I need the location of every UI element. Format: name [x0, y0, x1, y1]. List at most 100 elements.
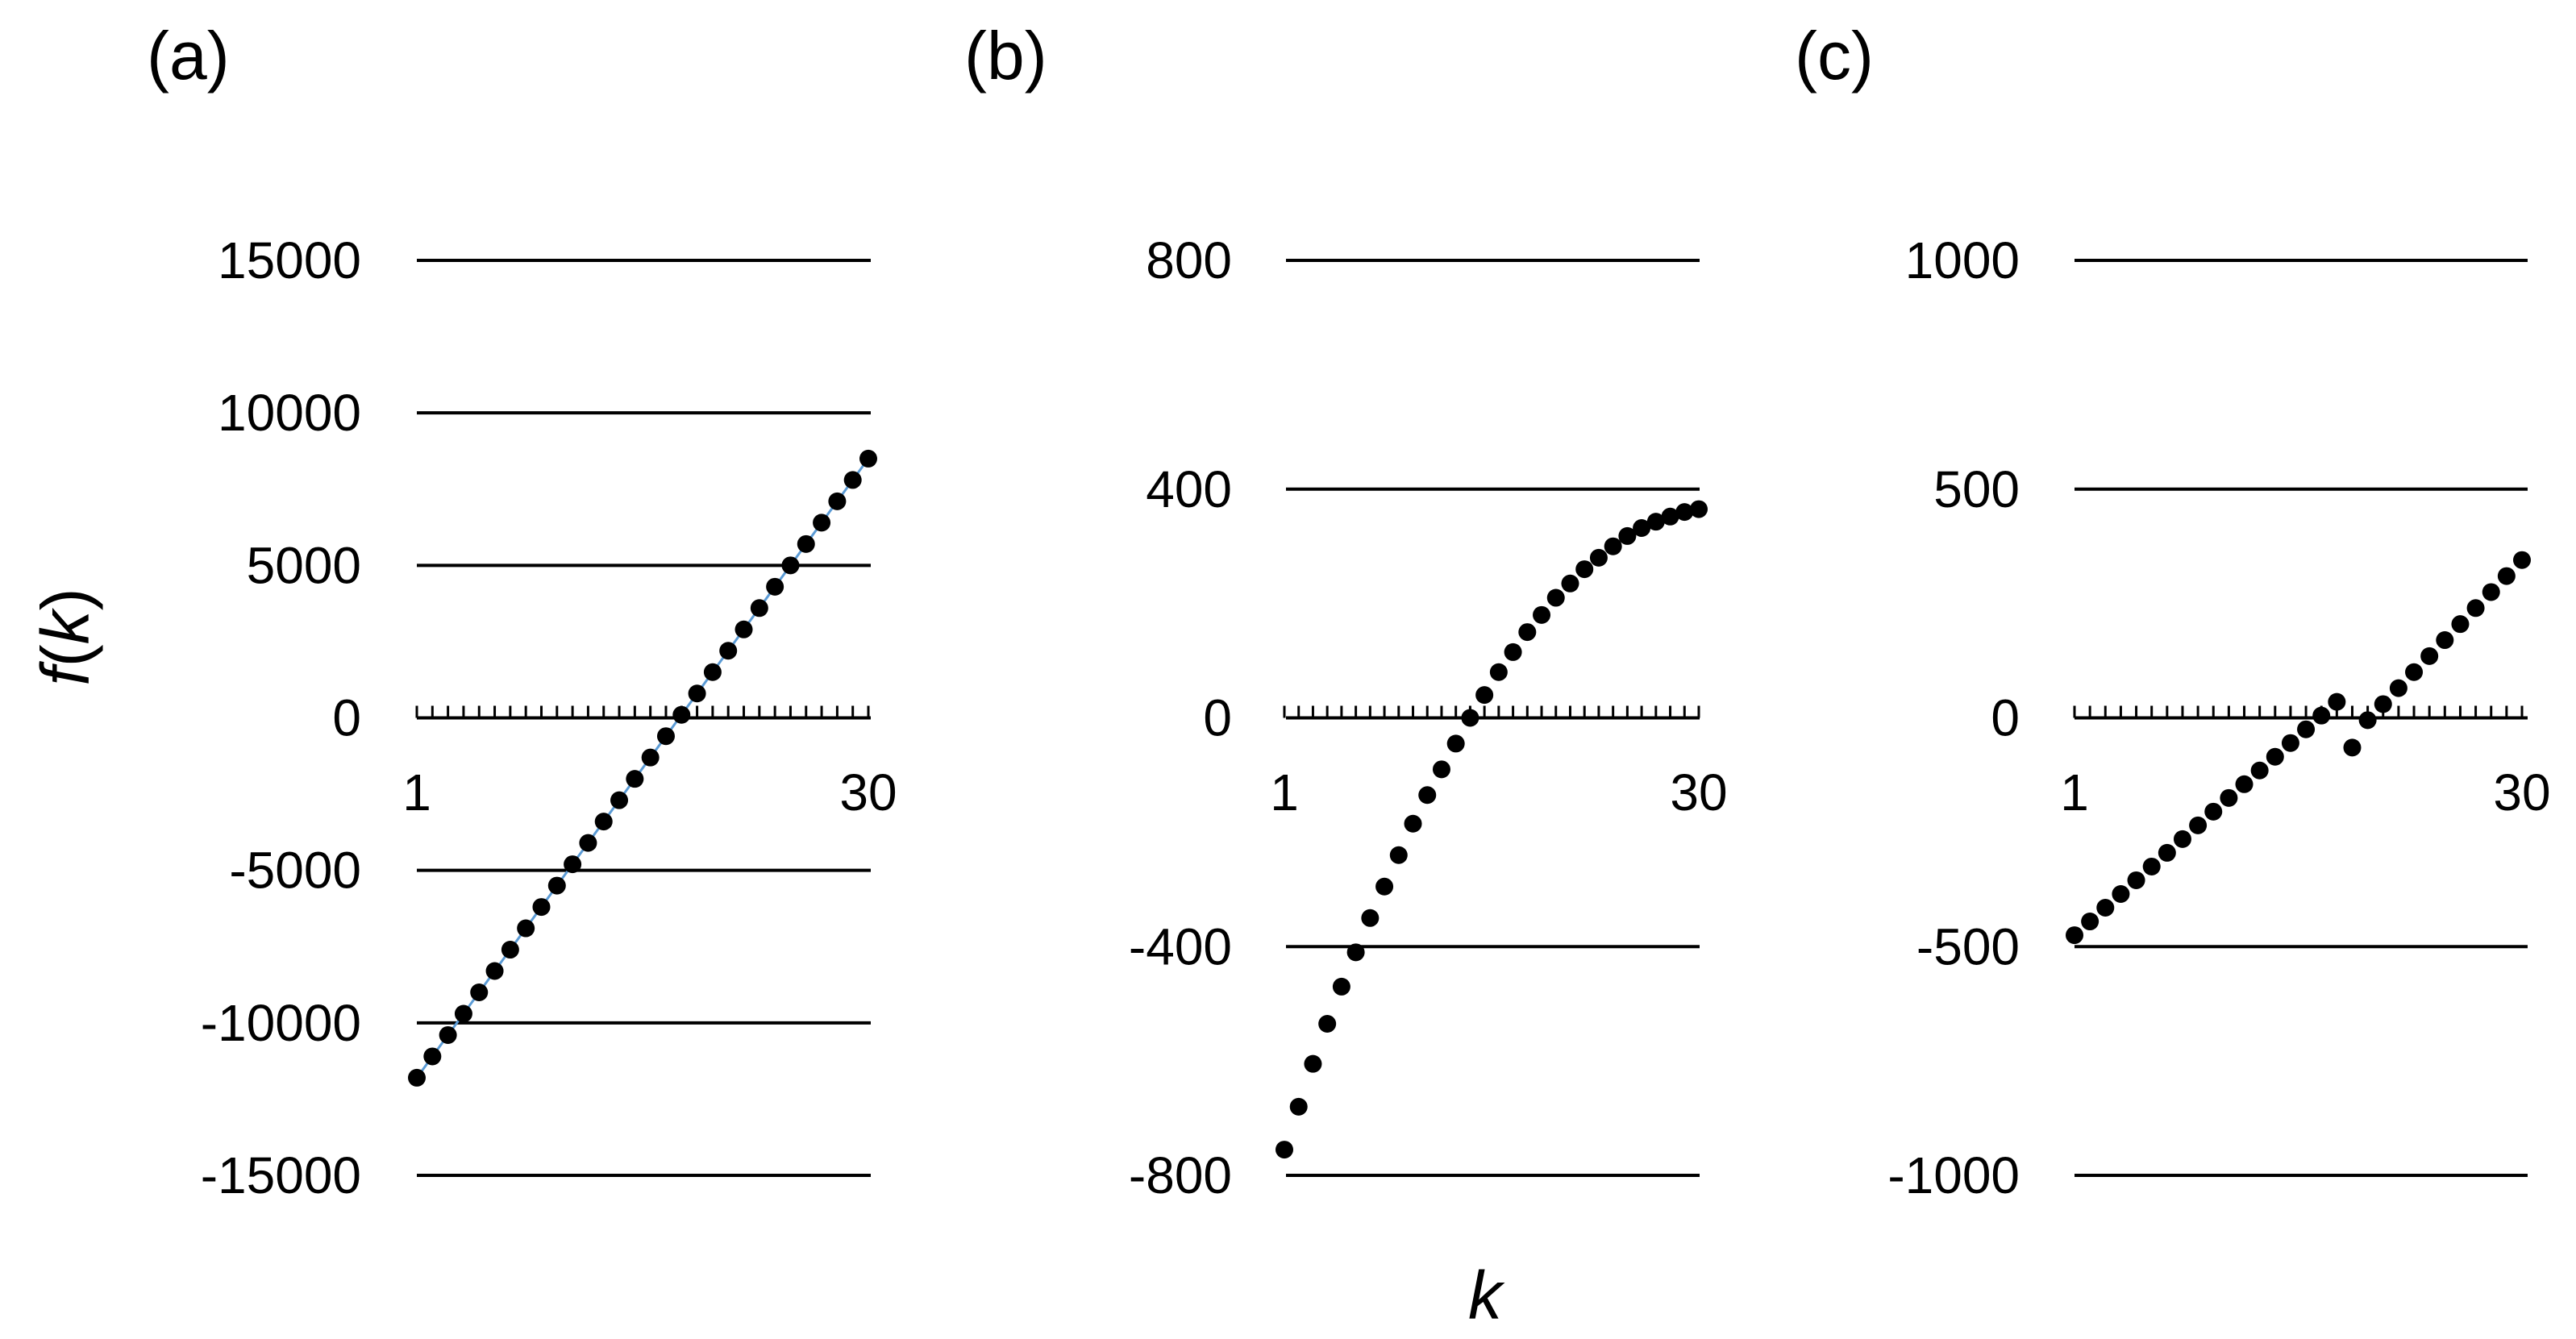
panel-a-label: (a)	[147, 18, 230, 94]
panel-a-data-point	[672, 705, 691, 724]
panel-b-data-point	[1504, 642, 1522, 661]
panel-b-data-point	[1518, 623, 1537, 642]
panel-c-x-tick-label-first: 1	[2060, 763, 2089, 821]
panel-b-data-point	[1432, 760, 1450, 779]
panel-c-y-tick-label: 1000	[1905, 231, 2020, 289]
panel-c-data-point	[2482, 583, 2500, 601]
panel-c-label: (c)	[1795, 18, 1874, 94]
panel-c-data-point	[2096, 899, 2115, 917]
panel-b-data-point	[1533, 605, 1551, 624]
panel-a-points	[408, 449, 877, 1087]
panel-a-data-point	[517, 919, 535, 938]
panel-c-data-point	[2328, 692, 2346, 711]
panel-a-data-point	[470, 983, 489, 1001]
panel-b-data-point	[1289, 1097, 1308, 1116]
panel-c-data-point	[2250, 761, 2269, 780]
x-axis-title: k	[1468, 1258, 1505, 1333]
panel-a-data-point	[501, 941, 519, 959]
panel-a-data-point	[564, 855, 582, 874]
panel-c-y-tick-label: 500	[1933, 460, 2020, 518]
panel-a-y-tick-label: -15000	[201, 1146, 361, 1204]
panel-a-data-point	[408, 1068, 426, 1087]
panel-c: (c) 1000 500 0 -500 -1000 1 30	[1795, 18, 2551, 1204]
panel-b-x-tick-label-first: 1	[1270, 763, 1299, 821]
panel-b: (b) 800 400 0 -400 -800 1 30	[964, 18, 1728, 1204]
panel-a-y-tick-labels: 15000 10000 5000 0 -5000 -10000 -15000	[201, 231, 361, 1204]
panel-b-data-point	[1418, 786, 1437, 805]
panel-a-trend-line-path	[415, 458, 870, 1079]
panel-c-data-point	[2466, 599, 2485, 618]
panel-a-data-point	[626, 770, 644, 788]
panel-c-data-point	[2266, 747, 2284, 766]
panel-a-data-point	[859, 449, 877, 468]
panel-b-x-axis	[1283, 705, 1700, 720]
panel-c-gridlines	[2075, 259, 2528, 1177]
panel-c-x-axis	[2073, 705, 2528, 720]
panel-a-x-axis	[415, 705, 871, 720]
panel-a-data-point	[828, 492, 847, 510]
panel-c-data-point	[2405, 663, 2424, 681]
panel-b-points	[1276, 500, 1708, 1159]
panel-a-y-tick-label: -10000	[201, 994, 361, 1052]
panel-a-data-point	[485, 962, 504, 980]
panel-c-data-point	[2142, 857, 2161, 875]
panel-c-data-point	[2297, 720, 2316, 738]
panel-a-data-point	[656, 727, 675, 746]
panel-a-data-point	[843, 471, 862, 489]
panel-c-y-tick-label: 0	[1991, 689, 2020, 747]
panel-b-data-point	[1361, 909, 1380, 927]
panel-c-y-tick-labels: 1000 500 0 -500 -1000	[1887, 231, 2020, 1204]
panel-b-data-point	[1404, 814, 1422, 833]
panel-c-data-point	[2189, 816, 2208, 834]
panel-a-y-tick-label: 5000	[247, 536, 361, 594]
panel-c-y-tick-label: -500	[1916, 917, 2020, 975]
panel-a-data-point	[703, 663, 722, 681]
panel-c-data-point	[2066, 926, 2083, 945]
panel-b-data-point	[1489, 663, 1508, 681]
panel-b-data-point	[1461, 709, 1479, 727]
panel-a-x-tick-label-first: 1	[402, 763, 431, 821]
panel-a-data-point	[735, 620, 753, 638]
panel-a-data-point	[719, 642, 738, 660]
panel-a-trend-line	[415, 458, 870, 1079]
panel-b-data-point	[1575, 560, 1594, 579]
panel-a-data-point	[532, 898, 551, 917]
panel-b-data-point	[1690, 500, 1708, 518]
panel-b-data-point	[1546, 588, 1565, 607]
panel-c-data-point	[2204, 802, 2223, 821]
panel-c-data-point	[2389, 679, 2407, 697]
panel-c-data-point	[2281, 734, 2299, 752]
panel-c-data-point	[2158, 843, 2176, 862]
panel-c-data-point	[2173, 830, 2191, 848]
panel-b-data-point	[1346, 943, 1365, 962]
panel-b-y-tick-labels: 800 400 0 -400 -800	[1129, 231, 1232, 1204]
panel-b-data-point	[1604, 537, 1622, 555]
panel-a-data-point	[797, 534, 815, 553]
panel-c-data-point	[2081, 913, 2100, 931]
panel-a: (a) 15000 10000 5000 0 -5000 -10000 -15000 1 3…	[147, 18, 897, 1204]
panel-b-data-point	[1276, 1141, 1293, 1159]
panel-b-data-point	[1561, 574, 1579, 593]
y-axis-title: f(k)	[27, 588, 103, 685]
panel-a-y-tick-label: 15000	[218, 231, 361, 289]
panel-a-data-point	[594, 813, 613, 831]
panel-a-gridlines	[417, 259, 871, 1177]
panel-a-x-tick-label-last: 30	[839, 763, 897, 821]
panel-b-data-point	[1633, 518, 1651, 537]
panel-a-data-point	[813, 514, 831, 532]
panel-a-data-point	[423, 1047, 442, 1066]
panel-c-data-point	[2358, 711, 2377, 730]
panel-a-data-point	[781, 556, 800, 575]
panel-a-data-point	[579, 834, 597, 852]
panel-a-data-point	[688, 684, 706, 703]
panel-c-data-point	[2220, 788, 2238, 807]
panel-a-data-point	[610, 791, 629, 809]
panel-b-data-point	[1661, 507, 1679, 526]
panel-b-data-point	[1318, 1015, 1337, 1033]
panel-b-y-tick-label: 800	[1146, 231, 1232, 289]
panel-c-data-point	[2127, 871, 2145, 889]
panel-c-x-tick-label-last: 30	[2493, 763, 2550, 821]
panel-c-data-point	[2343, 738, 2362, 757]
panel-b-y-tick-label: -800	[1129, 1146, 1232, 1204]
panel-c-data-point	[2235, 775, 2253, 793]
